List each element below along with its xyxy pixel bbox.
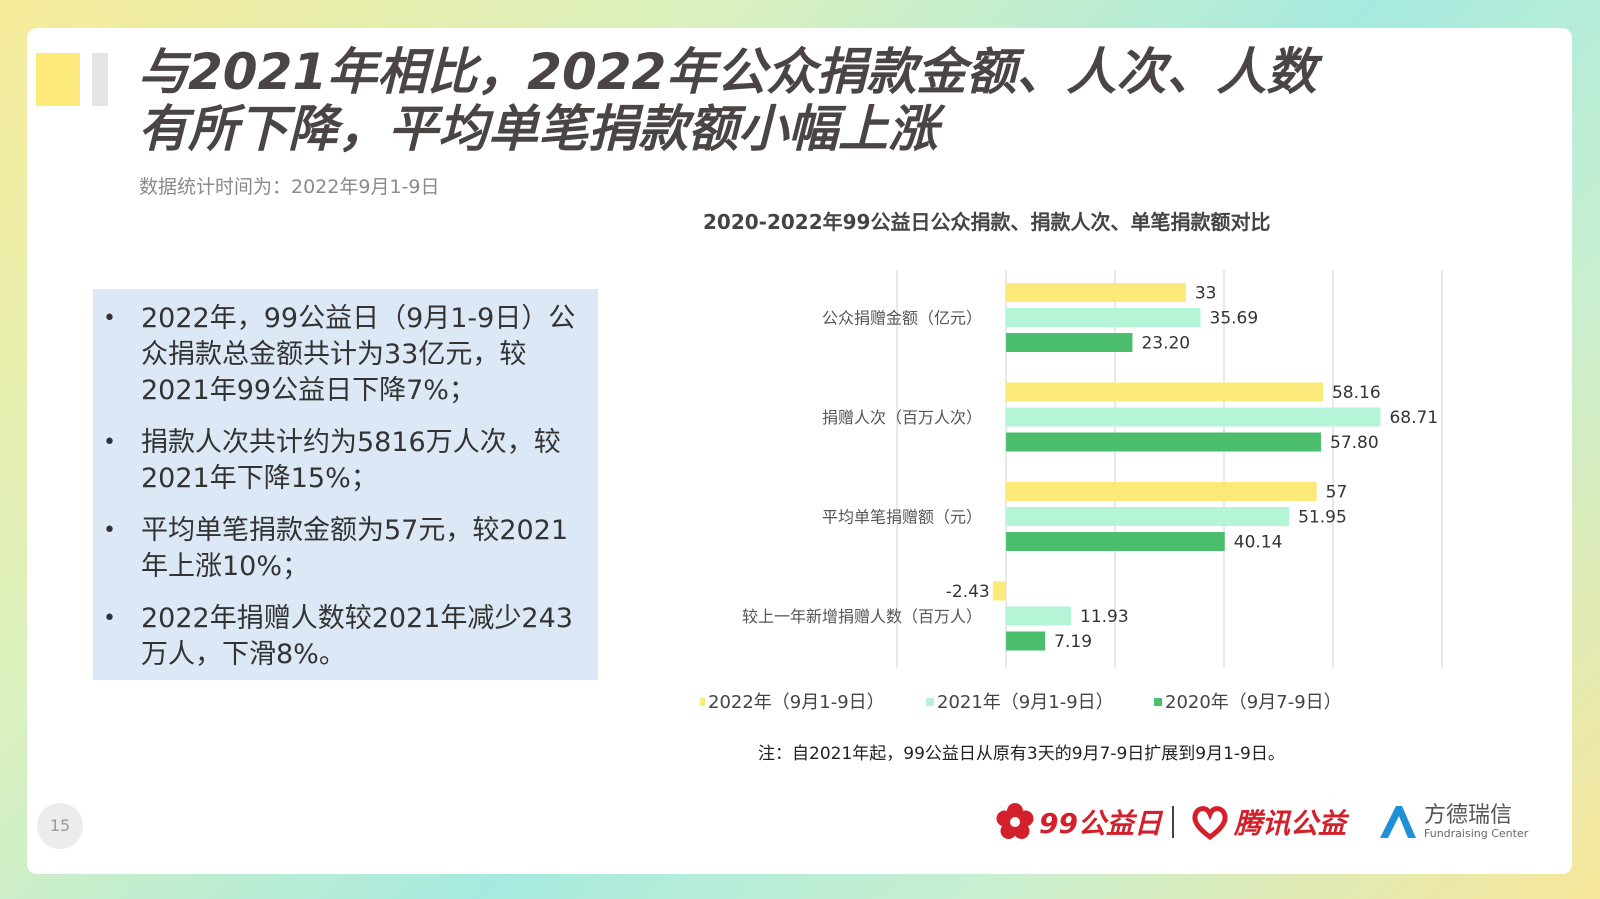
title-line-1: 与2021年相比，2022年公众捐款金额、人次、人数 <box>138 43 1317 101</box>
summary-box: • 2022年，99公益日（9月1-9日）公众捐款总金额共计为33亿元，较2021… <box>93 289 598 680</box>
summary-text: 2022年捐赠人数较2021年减少243万人，下滑8%。 <box>141 603 573 670</box>
logo-tencent-charity: 腾讯公益 <box>1190 796 1346 848</box>
heart-icon <box>1192 806 1228 841</box>
flower-icon <box>996 803 1034 839</box>
logo-fd-text-group: 方德瑞信 Fundraising Center <box>1424 804 1528 840</box>
logo-divider <box>1172 806 1174 838</box>
bar <box>1006 283 1186 302</box>
bar-chart: 公众捐赠金额（亿元） 33 35.69 23.20 捐赠人次（百万人次） 58.16 68.… <box>700 270 1443 713</box>
data-label: 57 <box>1326 483 1348 503</box>
data-label: 40.14 <box>1234 533 1283 553</box>
category-label: 捐赠人次（百万人次） <box>822 408 982 427</box>
legend-swatch <box>700 698 705 706</box>
category-label: 平均单笔捐赠额（元） <box>822 508 982 527</box>
title-accent-yellow <box>36 53 80 106</box>
data-label: 7.19 <box>1054 632 1092 652</box>
data-label: 57.80 <box>1330 433 1379 453</box>
bar <box>1006 507 1290 526</box>
bar <box>1006 482 1317 501</box>
chart-title: 2020-2022年99公益日公众捐款、捐款人次、单笔捐款额对比 <box>703 210 1271 234</box>
bar <box>1006 432 1322 452</box>
bar <box>992 581 1006 601</box>
bullet-dot: • <box>103 606 116 631</box>
logo-fundraising-center: 方德瑞信 Fundraising Center <box>1376 796 1528 848</box>
summary-item: • 2022年捐赠人数较2021年减少243万人，下滑8%。 <box>93 601 591 673</box>
bar <box>1006 407 1381 427</box>
bar <box>1006 606 1072 626</box>
category-label: 公众捐赠金额（亿元） <box>822 309 982 328</box>
legend-label: 2021年（9月1-9日） <box>937 692 1114 713</box>
legend-swatch <box>926 698 934 706</box>
data-label: 35.69 <box>1210 309 1259 329</box>
logo-99-text: 99公益日 <box>1039 807 1162 840</box>
data-label: 68.71 <box>1389 408 1438 428</box>
summary-item: • 捐款人次共计约为5816万人次，较2021年下降15%； <box>93 425 591 497</box>
category-label: 较上一年新增捐赠人数（百万人） <box>742 607 982 626</box>
data-label: 51.95 <box>1298 508 1347 528</box>
bar <box>1006 631 1046 651</box>
title-line-2: 有所下降，平均单笔捐款额小幅上涨 <box>138 100 938 158</box>
summary-item: • 平均单笔捐款金额为57元，较2021年上涨10%； <box>93 513 591 585</box>
page-number: 15 <box>37 803 83 849</box>
logo-99-charity-day: 99公益日 <box>995 796 1162 848</box>
logo-fd-cn: 方德瑞信 <box>1424 803 1513 828</box>
summary-list: • 2022年，99公益日（9月1-9日）公众捐款总金额共计为33亿元，较2021… <box>93 289 598 673</box>
data-label: -2.43 <box>946 582 990 602</box>
bullet-dot: • <box>103 518 116 543</box>
bar <box>1006 382 1323 402</box>
data-label: 23.20 <box>1141 334 1190 354</box>
data-label: 33 <box>1195 284 1217 304</box>
bar <box>1006 532 1225 551</box>
legend-swatch <box>1154 698 1162 706</box>
bullet-dot: • <box>103 430 116 455</box>
logo-tencent-text: 腾讯公益 <box>1234 807 1347 840</box>
summary-item: • 2022年，99公益日（9月1-9日）公众捐款总金额共计为33亿元，较2021… <box>93 301 591 409</box>
logo-fd-en: Fundraising Center <box>1424 827 1529 840</box>
bullet-dot: • <box>103 306 116 331</box>
page-subtitle: 数据统计时间为：2022年9月1-9日 <box>139 176 440 198</box>
bar <box>1006 308 1201 327</box>
data-label: 58.16 <box>1332 383 1381 403</box>
fundraising-center-icon <box>1380 806 1416 838</box>
legend-label: 2022年（9月1-9日） <box>708 692 885 713</box>
summary-text: 平均单笔捐款金额为57元，较2021年上涨10%； <box>141 515 569 582</box>
legend-label: 2020年（9月7-9日） <box>1165 692 1342 713</box>
summary-text: 2022年，99公益日（9月1-9日）公众捐款总金额共计为33亿元，较2021年… <box>141 303 576 406</box>
data-label: 11.93 <box>1080 607 1129 627</box>
summary-text: 捐款人次共计约为5816万人次，较2021年下降15%； <box>141 427 561 494</box>
page-title: 与2021年相比，2022年公众捐款金额、人次、人数 有所下降，平均单笔捐款额小… <box>138 44 1438 158</box>
chart-note: 注：自2021年起，99公益日从原有3天的9月7-9日扩展到9月1-9日。 <box>758 744 1285 764</box>
bar <box>1006 333 1133 352</box>
title-accent-gray <box>92 53 108 106</box>
